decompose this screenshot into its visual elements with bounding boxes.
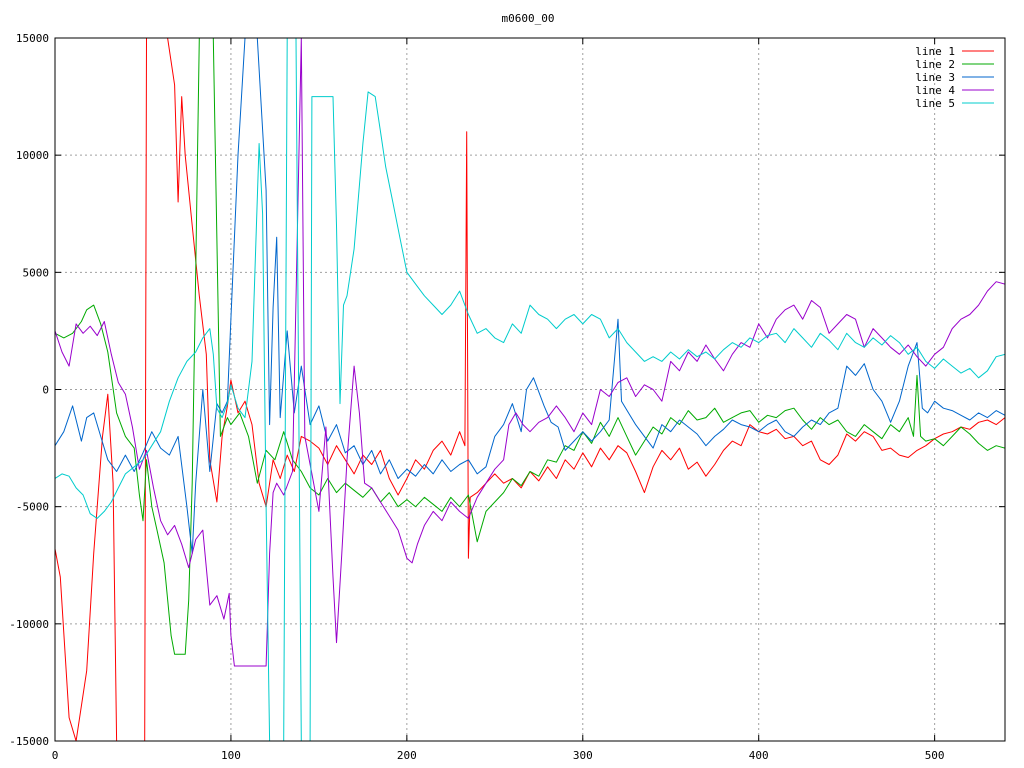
x-tick-label: 300 — [573, 749, 593, 762]
legend-label: line 3 — [915, 71, 955, 84]
tick-layer: -15000 -10000 -5000 0 5000 10000 15000 0 100 200 3… — [9, 32, 1005, 762]
grid-layer — [55, 38, 1005, 741]
x-tick-label: 0 — [52, 749, 59, 762]
chart-title: m0600_00 — [502, 12, 555, 25]
y-tick-label: 5000 — [23, 266, 50, 279]
legend-label: line 5 — [915, 97, 955, 110]
legend-label: line 4 — [915, 84, 955, 97]
y-tick-label: -10000 — [9, 618, 49, 631]
legend-label: line 2 — [915, 58, 955, 71]
y-tick-label: 15000 — [16, 32, 49, 45]
series-line-1 — [55, 38, 1005, 741]
x-tick-label: 500 — [925, 749, 945, 762]
x-tick-label: 100 — [221, 749, 241, 762]
series-line-5 — [55, 38, 1005, 741]
series-line-4 — [55, 38, 1005, 667]
y-tick-label: -15000 — [9, 735, 49, 748]
y-tick-label: 0 — [42, 384, 49, 397]
plot-frame — [54, 37, 1006, 742]
series-line-2 — [55, 38, 1005, 655]
y-tick-label: 10000 — [16, 149, 49, 162]
y-tick-label: -5000 — [16, 501, 49, 514]
legend-label: line 1 — [915, 45, 955, 58]
x-tick-label: 400 — [749, 749, 769, 762]
series-layer — [55, 38, 1005, 741]
series-line-3 — [55, 38, 1005, 554]
x-tick-label: 200 — [397, 749, 417, 762]
